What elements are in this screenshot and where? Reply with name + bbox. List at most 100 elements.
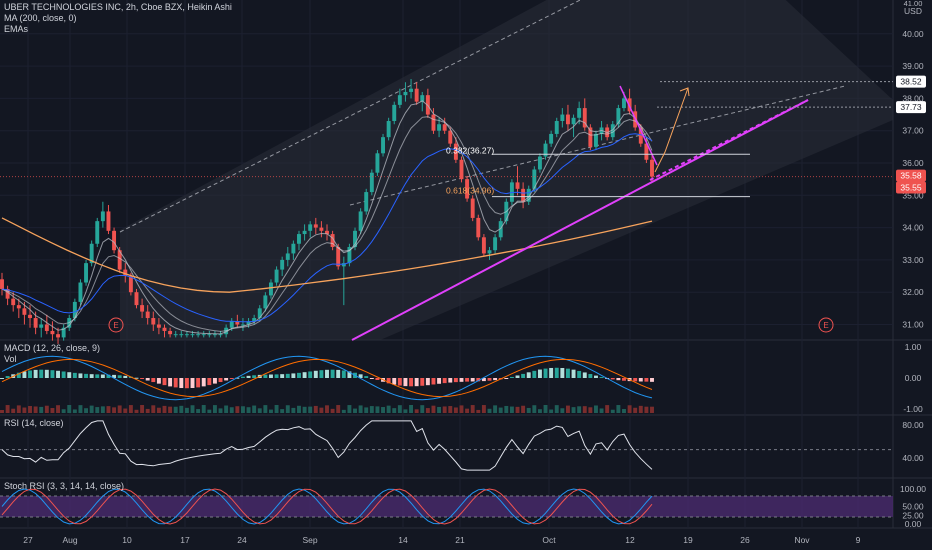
macd-histogram-bar <box>470 378 475 382</box>
candle-body <box>212 334 217 336</box>
volume-bar <box>638 405 643 413</box>
volume-bar <box>543 405 548 413</box>
rsi-axis-tick: 80.00 <box>902 420 924 430</box>
volume-bar <box>168 406 173 413</box>
macd-axis-tick: 0.00 <box>905 373 922 383</box>
macd-histogram-bar <box>100 374 105 378</box>
macd-histogram-bar <box>364 376 369 378</box>
volume-bar <box>302 406 307 413</box>
macd-histogram-bar <box>409 378 414 387</box>
channel-upper-line <box>119 0 582 233</box>
candle-body <box>487 250 492 254</box>
candle-body <box>297 234 301 244</box>
macd-histogram-bar <box>297 372 301 378</box>
time-axis-label: 24 <box>237 535 247 545</box>
macd-histogram-bar <box>16 372 21 378</box>
macd-histogram-bar <box>117 375 122 378</box>
volume-bar <box>22 407 27 413</box>
candle-body <box>128 276 133 293</box>
candle-body <box>353 230 357 247</box>
volume-bar <box>325 405 329 413</box>
macd-histogram-bar <box>291 373 296 378</box>
macd-histogram-bar <box>308 371 313 378</box>
volume-bar <box>644 406 649 413</box>
volume-bar <box>571 407 576 413</box>
candle-body <box>72 301 77 319</box>
volume-bar <box>622 408 626 413</box>
macd-histogram-bar <box>414 378 419 387</box>
candle-body <box>381 137 385 154</box>
macd-histogram-bar <box>162 378 167 386</box>
price-tag-label: 38.52 <box>900 77 922 87</box>
volume-bar <box>425 408 430 413</box>
macd-histogram-bar <box>302 372 307 378</box>
volume-bar <box>599 408 604 413</box>
time-axis-label: 26 <box>740 535 750 545</box>
candle-body <box>280 259 285 270</box>
candle-body <box>246 321 251 325</box>
volume-bar <box>50 408 55 413</box>
volume-bar <box>0 410 4 413</box>
volume-bar <box>537 409 542 413</box>
candle-body <box>313 224 318 228</box>
candle-body <box>638 127 643 144</box>
volume-bar <box>515 406 520 413</box>
candle-body <box>330 234 335 247</box>
macd-histogram-bar <box>476 378 481 382</box>
macd-histogram-bar <box>229 378 234 379</box>
candle-body <box>207 334 212 336</box>
macd-histogram-bar <box>325 369 329 378</box>
volume-bar <box>504 405 509 413</box>
macd-histogram-bar <box>386 378 391 384</box>
volume-bar <box>269 409 273 413</box>
candle-body <box>386 121 391 138</box>
candle-body <box>22 308 27 315</box>
candle-body <box>325 230 329 235</box>
candle-body <box>11 298 16 306</box>
volume-bar <box>257 408 262 413</box>
candle-body <box>549 133 554 144</box>
volume-bar <box>5 405 10 413</box>
volume-bar <box>470 405 475 413</box>
fib-382-label: 0.382(36.27) <box>446 145 494 155</box>
volume-bar <box>487 408 492 413</box>
volume-bar <box>369 406 374 413</box>
candle-body <box>95 221 100 244</box>
candle-body <box>123 269 128 277</box>
candle-body <box>5 288 10 299</box>
earnings-marker-label: E <box>823 321 828 330</box>
volume-bar <box>521 405 526 413</box>
candle-body <box>56 334 60 338</box>
macd-histogram-bar <box>39 369 44 378</box>
candle-body <box>308 224 313 231</box>
candle-body <box>106 211 111 231</box>
volume-bar <box>128 405 133 413</box>
emas-legend: EMAs <box>4 24 29 34</box>
volume-bar <box>358 405 363 413</box>
volume-bar <box>453 407 458 413</box>
volume-bar <box>84 408 89 413</box>
volume-bar <box>582 406 587 413</box>
price-tag-label: 37.73 <box>900 102 922 112</box>
volume-bar <box>28 406 32 413</box>
candle-body <box>336 246 341 267</box>
volume-bar <box>229 407 234 413</box>
volume-bar <box>134 409 139 413</box>
volume-bar <box>100 406 105 413</box>
trendline-support <box>351 99 809 341</box>
macd-legend: MACD (12, 26, close, 9) <box>4 343 101 353</box>
stoch-axis-tick: 100.00 <box>900 484 926 494</box>
macd-histogram-bar <box>481 378 486 382</box>
macd-histogram-bar <box>650 378 654 382</box>
volume-bar <box>605 405 610 413</box>
volume-bar <box>33 406 38 413</box>
trendline-extension <box>649 99 809 181</box>
volume-bar <box>207 409 212 413</box>
macd-histogram-bar <box>543 368 548 378</box>
candle-body <box>369 172 374 193</box>
candle-body <box>302 230 307 235</box>
stoch-k-line <box>1 488 653 525</box>
volume-bar <box>78 405 83 413</box>
macd-histogram-bar <box>515 375 520 378</box>
